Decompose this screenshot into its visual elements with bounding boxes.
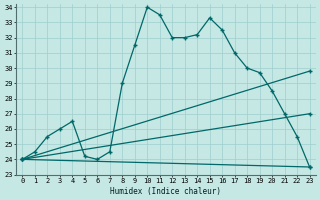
X-axis label: Humidex (Indice chaleur): Humidex (Indice chaleur) [110, 187, 221, 196]
